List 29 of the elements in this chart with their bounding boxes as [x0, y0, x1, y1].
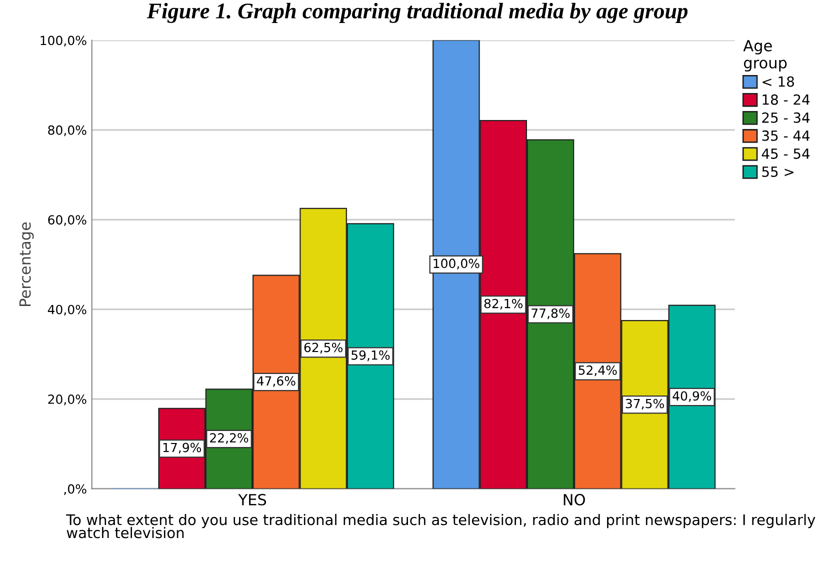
data-label: 47,6%: [256, 376, 296, 387]
legend-label: 55 >: [762, 166, 794, 177]
legend-label: 45 - 54: [762, 148, 810, 159]
data-label: 37,5%: [626, 398, 664, 410]
chart-title: Figure 1. Graph comparing traditional media by age group: [146, 2, 688, 24]
data-label: 100,0%: [434, 258, 480, 270]
y-tick-label: ,0%: [64, 484, 86, 495]
legend-label: < 18: [762, 76, 794, 87]
legend-label: 35 - 44: [762, 130, 810, 141]
data-label: 62,5%: [304, 342, 342, 354]
y-tick-label: 60,0%: [48, 215, 86, 226]
data-label: 17,9%: [163, 442, 202, 454]
data-label: 22,2%: [210, 433, 248, 444]
data-label: 59,1%: [352, 350, 390, 362]
data-label: 77,8%: [532, 308, 570, 320]
y-tick-label: 100,0%: [40, 36, 86, 46]
y-axis-title: Percentage: [19, 222, 34, 306]
x-axis-title: To what extent do you use traditional media such as television, radio and print newspapers: I regularly watch television: [66, 514, 816, 538]
data-label: 40,9%: [672, 391, 712, 402]
legend-label: 25 - 34: [762, 112, 810, 123]
y-tick-label: 20,0%: [48, 394, 86, 406]
x-tick-label: YES: [238, 494, 266, 506]
data-label: 82,1%: [484, 298, 523, 310]
legend-label: 18 - 24: [762, 94, 810, 105]
x-tick-label: NO: [564, 494, 585, 506]
y-tick-label: 40,0%: [48, 304, 86, 316]
data-label: 52,4%: [578, 365, 617, 376]
legend-title: Age group: [743, 40, 787, 72]
y-tick-label: 80,0%: [48, 125, 86, 136]
